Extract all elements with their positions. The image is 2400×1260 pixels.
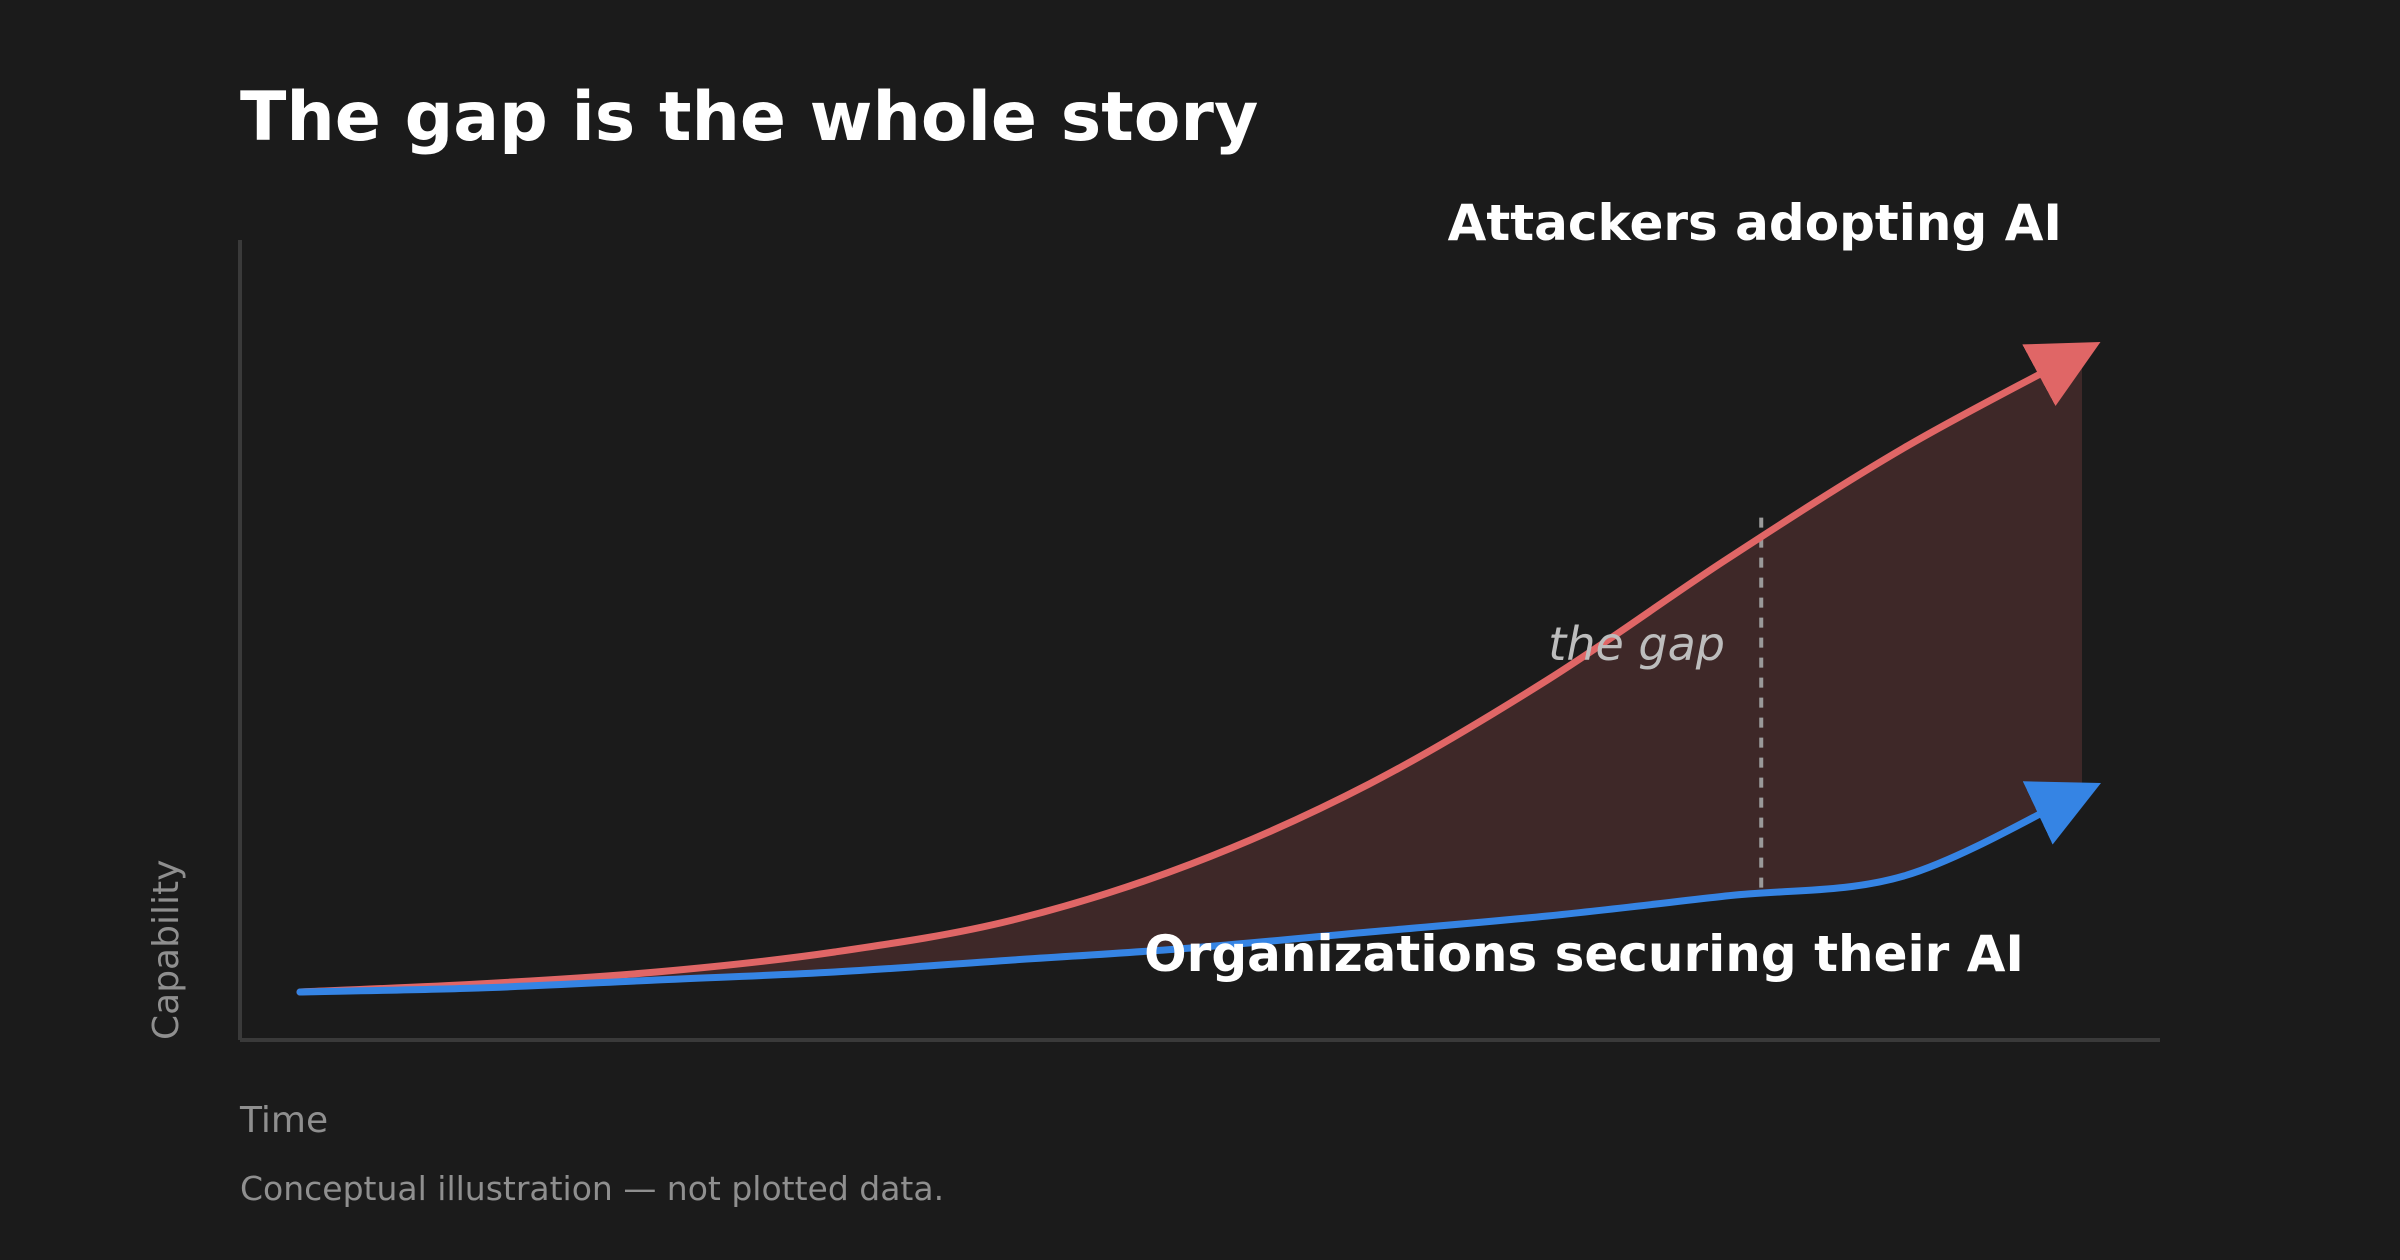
chart-title: The gap is the whole story — [240, 78, 1258, 157]
series-label-attackers: Attackers adopting AI — [1448, 194, 2062, 252]
x-axis-label: Time — [239, 1100, 328, 1141]
y-axis-label: Capability — [146, 860, 187, 1040]
series-label-organizations: Organizations securing their AI — [1144, 925, 2024, 983]
chart-note: Conceptual illustration — not plotted da… — [240, 1169, 944, 1208]
gap-area — [300, 352, 2082, 992]
series-line-attackers — [296, 342, 2101, 996]
series-line-organizations — [296, 781, 2101, 996]
gap-annotation: the gap — [1548, 617, 1725, 671]
